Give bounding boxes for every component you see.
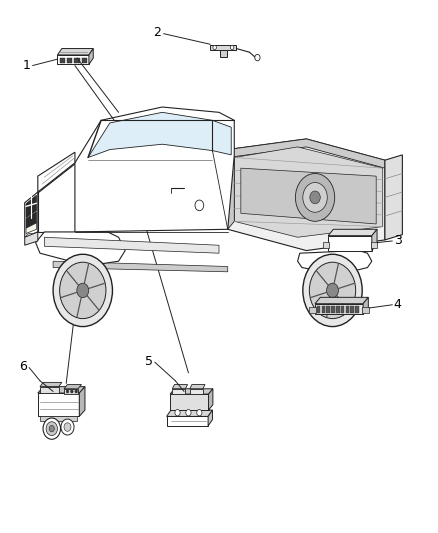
Polygon shape bbox=[228, 139, 385, 251]
Bar bbox=[331, 306, 335, 313]
Polygon shape bbox=[88, 112, 212, 158]
Text: 3: 3 bbox=[394, 235, 402, 247]
Polygon shape bbox=[385, 155, 403, 240]
Polygon shape bbox=[35, 232, 125, 264]
Circle shape bbox=[230, 45, 234, 50]
Circle shape bbox=[64, 423, 71, 431]
Polygon shape bbox=[170, 389, 213, 394]
Polygon shape bbox=[228, 150, 234, 229]
Polygon shape bbox=[372, 229, 377, 251]
Polygon shape bbox=[315, 304, 363, 314]
Circle shape bbox=[71, 390, 73, 393]
Polygon shape bbox=[44, 237, 219, 253]
Bar bbox=[336, 306, 339, 313]
Circle shape bbox=[53, 254, 113, 327]
Polygon shape bbox=[38, 163, 75, 232]
Circle shape bbox=[175, 409, 180, 416]
Circle shape bbox=[75, 390, 78, 393]
Polygon shape bbox=[328, 236, 372, 251]
Polygon shape bbox=[172, 389, 185, 394]
Bar bbox=[82, 58, 87, 63]
Ellipse shape bbox=[26, 233, 34, 238]
Polygon shape bbox=[57, 49, 93, 55]
Polygon shape bbox=[25, 232, 38, 245]
Polygon shape bbox=[38, 386, 85, 393]
Polygon shape bbox=[26, 212, 36, 228]
Polygon shape bbox=[57, 55, 89, 64]
Bar bbox=[350, 306, 354, 313]
Polygon shape bbox=[228, 139, 385, 168]
Polygon shape bbox=[170, 394, 208, 410]
Polygon shape bbox=[315, 297, 368, 304]
Bar bbox=[346, 306, 349, 313]
Bar bbox=[371, 242, 378, 248]
Bar bbox=[60, 58, 65, 63]
Polygon shape bbox=[208, 389, 213, 410]
Circle shape bbox=[309, 262, 356, 319]
Bar bbox=[321, 306, 325, 313]
Text: 6: 6 bbox=[19, 360, 27, 373]
Circle shape bbox=[60, 262, 106, 319]
Polygon shape bbox=[234, 147, 383, 237]
Polygon shape bbox=[210, 45, 237, 50]
Bar bbox=[326, 306, 330, 313]
Polygon shape bbox=[220, 50, 227, 56]
Polygon shape bbox=[38, 393, 79, 416]
Bar bbox=[67, 58, 72, 63]
Circle shape bbox=[46, 422, 57, 435]
Polygon shape bbox=[166, 410, 212, 416]
Polygon shape bbox=[212, 120, 231, 155]
Polygon shape bbox=[89, 49, 93, 64]
Circle shape bbox=[195, 200, 204, 211]
Circle shape bbox=[61, 419, 74, 435]
Polygon shape bbox=[79, 386, 85, 416]
Polygon shape bbox=[75, 107, 234, 232]
Polygon shape bbox=[64, 389, 78, 394]
Polygon shape bbox=[40, 416, 77, 421]
Circle shape bbox=[66, 390, 69, 393]
Bar bbox=[341, 306, 344, 313]
Polygon shape bbox=[363, 297, 368, 314]
Circle shape bbox=[197, 409, 202, 416]
Circle shape bbox=[303, 182, 327, 212]
Polygon shape bbox=[166, 416, 208, 426]
Circle shape bbox=[49, 425, 54, 432]
Text: 5: 5 bbox=[145, 354, 152, 368]
Polygon shape bbox=[172, 384, 187, 389]
Polygon shape bbox=[40, 386, 59, 393]
Bar bbox=[362, 308, 369, 313]
Polygon shape bbox=[40, 382, 62, 386]
Circle shape bbox=[310, 191, 320, 204]
Polygon shape bbox=[25, 192, 38, 237]
Text: 2: 2 bbox=[153, 26, 161, 39]
Circle shape bbox=[303, 254, 362, 327]
Bar bbox=[355, 306, 359, 313]
Circle shape bbox=[213, 45, 216, 50]
Polygon shape bbox=[26, 195, 36, 217]
Polygon shape bbox=[26, 223, 36, 233]
Polygon shape bbox=[64, 384, 81, 389]
Polygon shape bbox=[241, 168, 376, 224]
Polygon shape bbox=[190, 389, 203, 394]
Polygon shape bbox=[297, 251, 372, 272]
Polygon shape bbox=[53, 261, 228, 272]
Polygon shape bbox=[190, 384, 205, 389]
Circle shape bbox=[295, 173, 335, 221]
Polygon shape bbox=[328, 229, 377, 236]
Text: 1: 1 bbox=[22, 59, 30, 72]
Circle shape bbox=[43, 418, 60, 439]
Bar bbox=[323, 242, 329, 248]
Polygon shape bbox=[38, 152, 75, 192]
Circle shape bbox=[255, 54, 260, 61]
Bar bbox=[309, 308, 316, 313]
Circle shape bbox=[186, 409, 191, 416]
Circle shape bbox=[327, 283, 339, 297]
Circle shape bbox=[77, 283, 89, 297]
Polygon shape bbox=[208, 410, 212, 426]
Bar bbox=[317, 306, 320, 313]
Bar bbox=[74, 58, 80, 63]
Text: 4: 4 bbox=[394, 298, 402, 311]
